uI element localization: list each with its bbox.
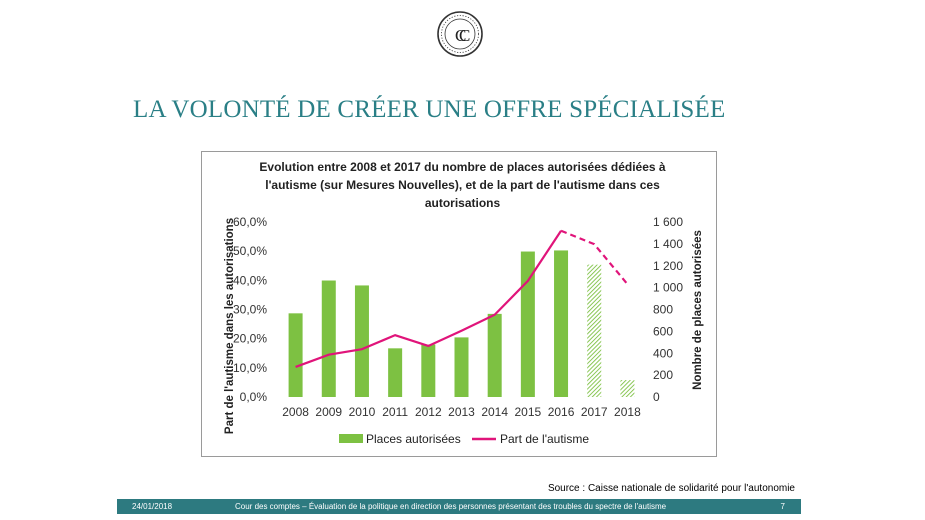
svg-text:C: C [455,26,466,45]
footer-bar: 24/01/2018 Cour des comptes – Évaluation… [117,499,801,514]
page-number: 7 [780,502,785,511]
chart-title-line-2: l'autisme (sur Mesures Nouvelles), et de… [265,178,660,192]
y-right-tick-3: 1 000 [653,281,683,295]
legend-label-bars: Places autorisées [366,432,461,446]
y-left-tick-4: 20,0% [233,332,267,346]
y-right-axis-label: Nombre de places autorisées [692,230,704,390]
x-tick-2017: 2017 [581,405,608,419]
x-tick-2012: 2012 [415,405,442,419]
y-right-tick-5: 600 [653,324,673,338]
bar-2015 [520,251,535,397]
y-left-tick-2: 40,0% [233,273,267,287]
bar-2012 [421,344,436,397]
bar-2016 [554,250,569,397]
bar-2011 [388,348,403,397]
y-right-tick-4: 800 [653,303,673,317]
y-left-tick-3: 30,0% [233,303,267,317]
bar-2018 [620,380,635,397]
x-tick-2015: 2015 [515,405,542,419]
legend-swatch-bars [339,434,363,443]
x-tick-2016: 2016 [548,405,575,419]
cour-des-comptes-seal-icon: C C [437,11,483,57]
bar-2010 [354,285,369,397]
bar-2017 [587,264,602,397]
svg-text:C: C [459,26,470,45]
y-left-tick-1: 50,0% [233,244,267,258]
x-tick-2018: 2018 [614,405,641,419]
y-right-tick-7: 200 [653,368,673,382]
y-left-axis-label: Part de l'autisme dans les autorisations [224,218,236,434]
chart-title: Evolution entre 2008 et 2017 du nombre d… [0,158,925,212]
x-tick-2010: 2010 [349,405,376,419]
bar-2013 [454,337,469,397]
chart-frame [201,151,717,457]
chart-title-line-3: autorisations [424,196,501,210]
y-right-tick-8: 0 [653,390,660,404]
x-tick-2009: 2009 [315,405,342,419]
bar-2014 [487,313,502,397]
legend-label-line: Part de l'autisme [500,432,589,446]
y-left-tick-0: 60,0% [233,215,267,229]
y-left-tick-6: 0,0% [240,390,268,404]
x-tick-2014: 2014 [481,405,508,419]
x-tick-2011: 2011 [382,405,408,419]
chart-title-line-1: Evolution entre 2008 et 2017 du nombre d… [259,160,666,174]
source-note: Source : Caisse nationale de solidarité … [547,483,795,494]
footer-text: Cour des comptes – Évaluation de la poli… [235,502,667,511]
y-right-tick-6: 400 [653,346,673,360]
footer-date: 24/01/2018 [132,502,173,511]
slide-title: LA VOLONTÉ DE CRÉER UNE OFFRE SPÉCIALISÉ… [133,96,726,123]
x-tick-2008: 2008 [282,405,309,419]
bar-2008 [288,313,303,397]
y-right-tick-1: 1 400 [653,237,683,251]
y-right-tick-0: 1 600 [653,215,683,229]
legend: Places autorisées Part de l'autisme [339,432,589,446]
x-tick-2013: 2013 [448,405,475,419]
y-left-tick-5: 10,0% [233,361,267,375]
bar-2009 [321,280,336,397]
y-right-tick-2: 1 200 [653,259,683,273]
